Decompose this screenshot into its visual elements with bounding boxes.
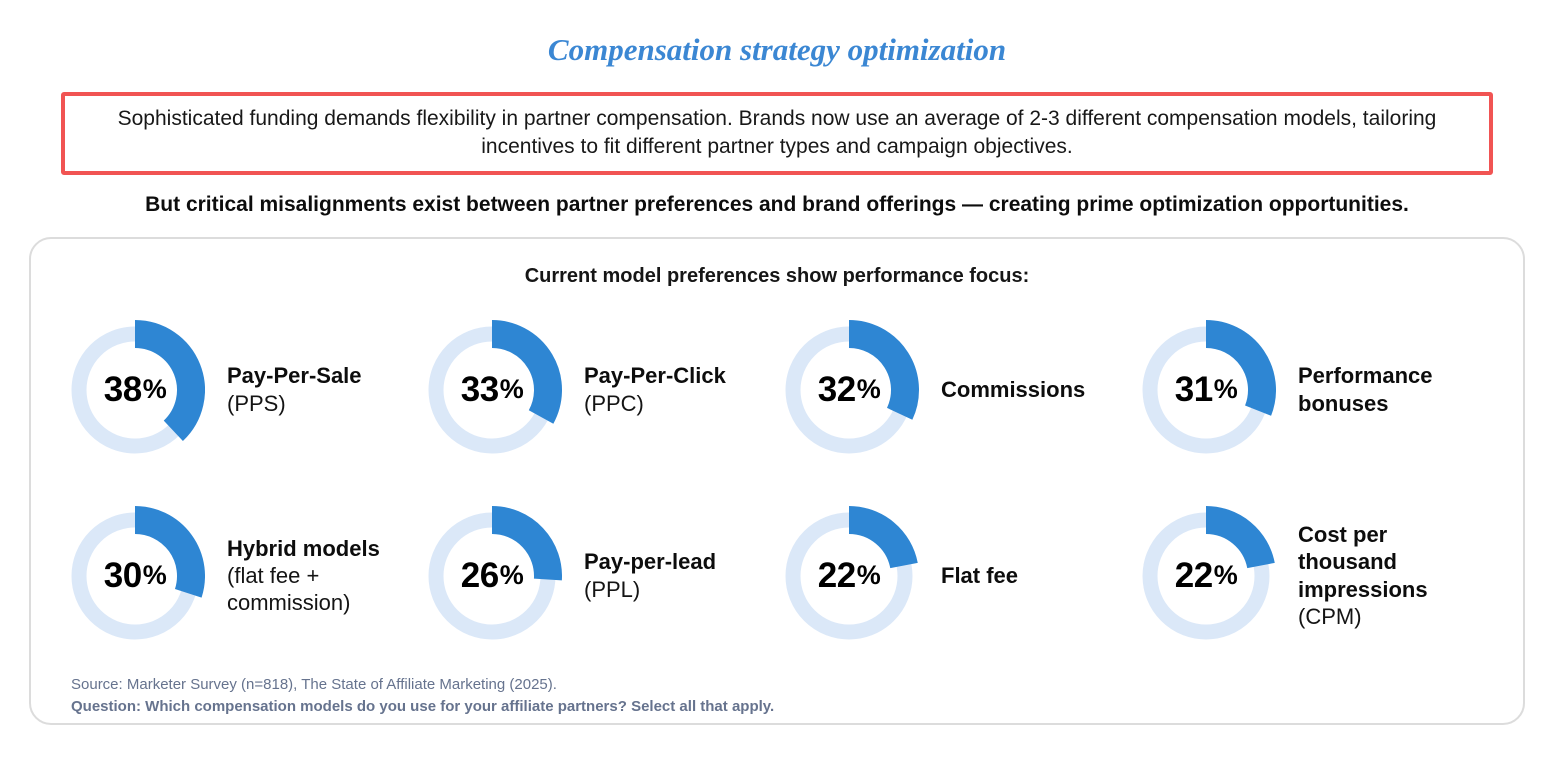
- donut-value: 38%: [103, 369, 167, 409]
- donut-label-sub: (PPL): [584, 576, 641, 602]
- donut-label: Pay-Per-Sale (PPS): [227, 362, 362, 417]
- donut-item: 26% Pay-per-lead (PPL): [422, 505, 779, 646]
- donut-label-main: Cost per thousand impressions: [1298, 522, 1428, 602]
- donut-value: 30%: [103, 555, 167, 595]
- donut-arc: [848, 505, 918, 569]
- donut-arc: [1205, 319, 1276, 416]
- donut-arc: [1205, 505, 1275, 569]
- donut-label: Flat fee: [941, 562, 1018, 589]
- donut-value: 31%: [1174, 369, 1238, 409]
- donut-arc: [491, 505, 562, 581]
- donut-value: 22%: [817, 555, 881, 595]
- donut-chart: 32%: [779, 319, 919, 460]
- donut-chart: 22%: [1136, 505, 1276, 646]
- donut-item: 30% Hybrid models (flat fee + commission…: [65, 505, 422, 646]
- donut-item: 22% Cost per thousand impressions (CPM): [1136, 505, 1493, 646]
- donut-label: Cost per thousand impressions (CPM): [1298, 521, 1484, 630]
- donut-chart-icon: [785, 505, 918, 640]
- donut-grid: 38% Pay-Per-Sale (PPS) 33% Pay-Per-Click…: [65, 319, 1489, 646]
- donut-chart-icon: [1142, 319, 1276, 454]
- donut-label: Performance bonuses: [1298, 362, 1484, 417]
- page-title: Compensation strategy optimization: [547, 32, 1007, 67]
- donut-chart: 38%: [65, 319, 205, 460]
- donut-value: 32%: [817, 369, 881, 409]
- donut-label-sub: (CPM): [1298, 603, 1362, 629]
- donut-value: 33%: [460, 369, 524, 409]
- donut-label-main: Pay-Per-Click: [584, 363, 726, 389]
- donut-label: Hybrid models (flat fee + commission): [227, 535, 413, 617]
- source-note: Source: Marketer Survey (n=818), The Sta…: [65, 674, 1489, 719]
- highlight-text: Sophisticated funding demands flexibilit…: [117, 107, 1437, 159]
- donut-label-sub: (PPC): [584, 390, 644, 416]
- donut-chart-icon: [71, 505, 205, 640]
- donut-label-main: Commissions: [941, 377, 1086, 403]
- donut-label-sub: (PPS): [227, 390, 286, 416]
- donut-label: Pay-Per-Click (PPC): [584, 362, 726, 417]
- donut-chart-icon: [1142, 505, 1275, 640]
- donut-chart-icon: [785, 319, 919, 454]
- donut-arc: [134, 505, 205, 598]
- donut-label-main: Pay-per-lead: [584, 549, 717, 575]
- donut-arc: [491, 319, 562, 424]
- donut-value: 26%: [460, 555, 524, 595]
- donut-item: 38% Pay-Per-Sale (PPS): [65, 319, 422, 460]
- donut-label-main: Flat fee: [941, 563, 1019, 589]
- donut-item: 32% Commissions: [779, 319, 1136, 460]
- question-line: Question: Which compensation models do y…: [71, 698, 775, 716]
- donut-chart: 22%: [779, 505, 919, 646]
- card-heading: Current model preferences show performan…: [524, 264, 1030, 287]
- donut-label-main: Pay-Per-Sale: [227, 363, 362, 389]
- donut-item: 22% Flat fee: [779, 505, 1136, 646]
- donut-item: 33% Pay-Per-Click (PPC): [422, 319, 779, 460]
- source-line: Source: Marketer Survey (n=818), The Sta…: [71, 675, 557, 693]
- donut-chart: 33%: [422, 319, 562, 460]
- donut-chart: 31%: [1136, 319, 1276, 460]
- donut-chart-icon: [428, 319, 562, 454]
- donut-label: Pay-per-lead (PPL): [584, 548, 716, 603]
- donut-label-main: Performance bonuses: [1298, 363, 1433, 416]
- donut-label: Commissions: [941, 376, 1085, 403]
- donut-arc: [134, 319, 205, 441]
- donut-chart: 30%: [65, 505, 205, 646]
- donut-value: 22%: [1174, 555, 1238, 595]
- donut-chart: 26%: [422, 505, 562, 646]
- highlight-box: Sophisticated funding demands flexibilit…: [61, 92, 1493, 175]
- chart-card: Current model preferences show performan…: [29, 236, 1525, 725]
- donut-label-main: Hybrid models: [227, 535, 380, 561]
- donut-item: 31% Performance bonuses: [1136, 319, 1493, 460]
- subtitle: But critical misalignments exist between…: [145, 192, 1409, 216]
- donut-chart-icon: [428, 505, 562, 640]
- donut-label-sub: (flat fee + commission): [227, 563, 351, 616]
- donut-chart-icon: [71, 319, 205, 454]
- donut-arc: [848, 319, 919, 420]
